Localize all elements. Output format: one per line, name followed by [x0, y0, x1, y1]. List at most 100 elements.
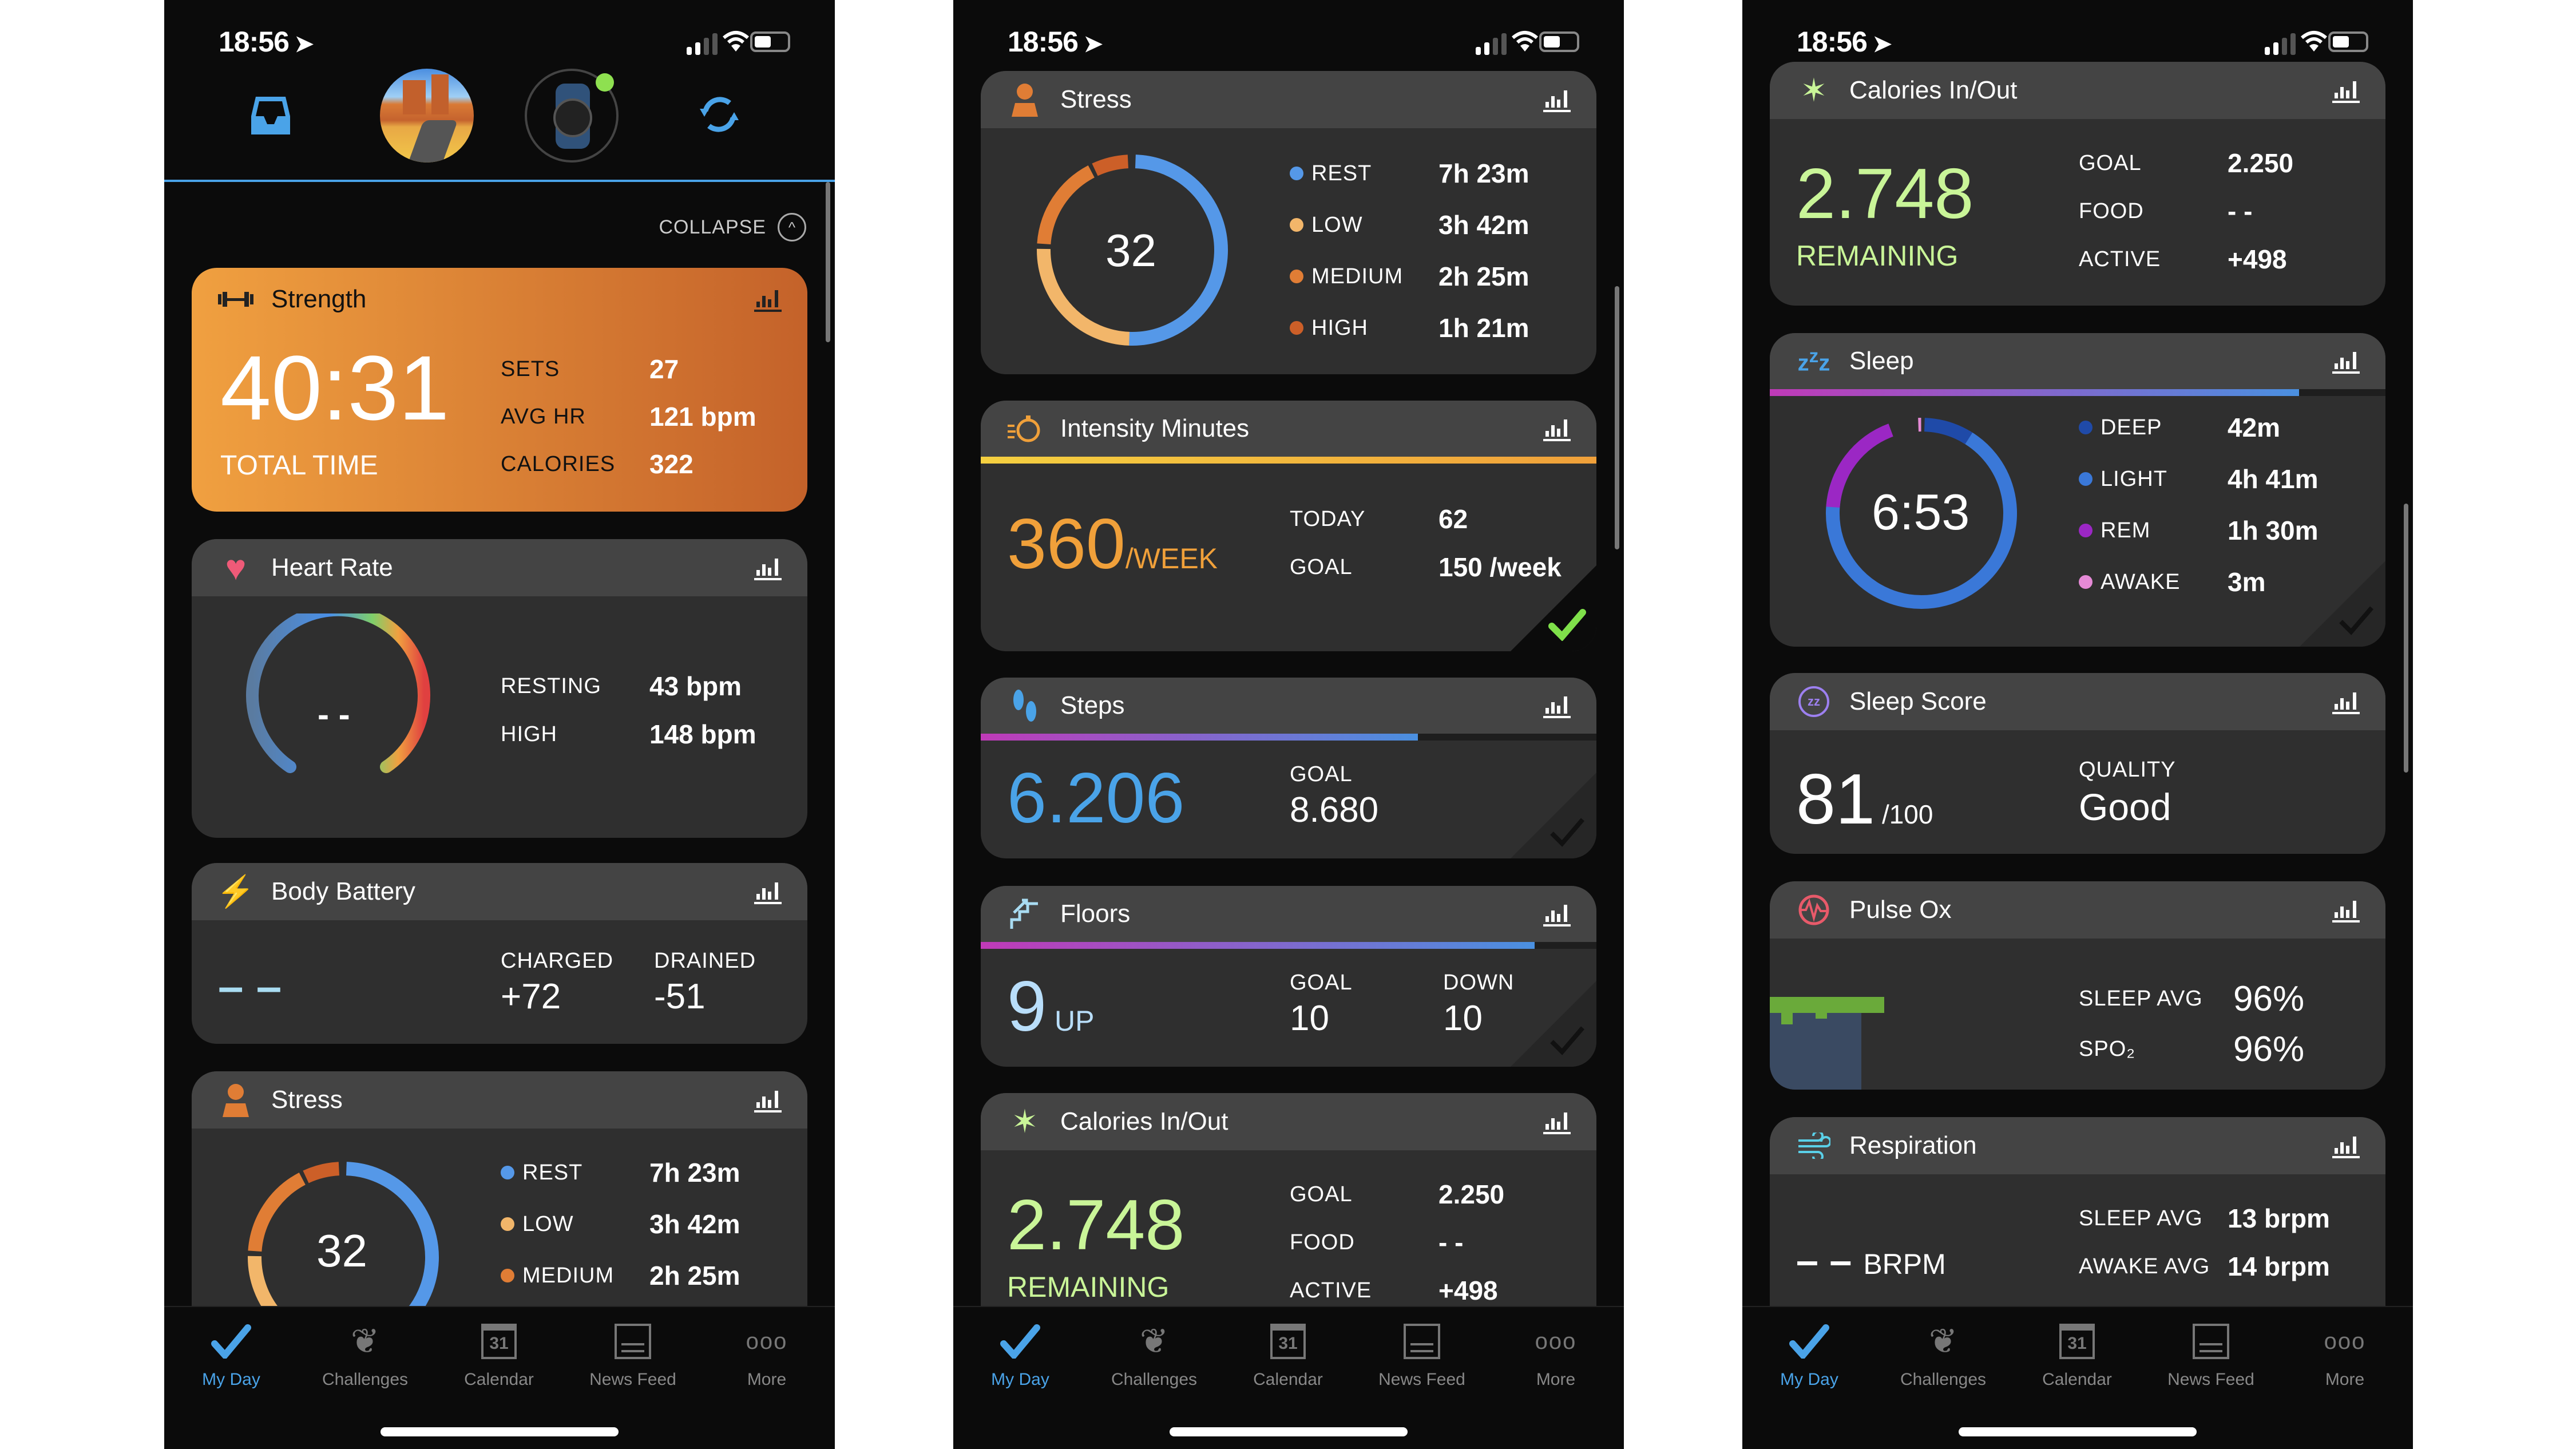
sleep-quality-value: Good	[2079, 786, 2171, 828]
home-indicator[interactable]	[1959, 1427, 2197, 1436]
total-time-label: TOTAL TIME	[220, 450, 378, 481]
calendar-icon: 31	[432, 1319, 566, 1364]
check-icon	[1742, 1319, 1876, 1364]
card-title: Strength	[271, 285, 367, 313]
sleep-total: 6:53	[1872, 484, 1970, 540]
card-title: Respiration	[1849, 1131, 1977, 1159]
chart-icon[interactable]	[2332, 897, 2360, 923]
tab-bar: My Day ❦ Challenges 31 Calendar News Feed …	[953, 1306, 1624, 1449]
pulse-ox-mini-chart	[1770, 997, 1884, 1090]
inbox-icon	[251, 97, 290, 134]
sleep-score-card[interactable]: zz Sleep Score 81 /100 QUALITY Good	[1770, 673, 2385, 854]
tab-calendar[interactable]: 31 Calendar	[2010, 1319, 2144, 1389]
floors-card[interactable]: Floors 9 UP GOAL 10 DOWN 10	[981, 886, 1596, 1067]
home-indicator[interactable]	[381, 1427, 619, 1436]
more-icon: ooo	[746, 1328, 788, 1354]
heart-rate-card[interactable]: ♥ Heart Rate - - RESTING 43 bpm HIGH 148 b…	[192, 539, 807, 838]
stress-card[interactable]: Stress 32 REST 7h 23m LOW 3h 42m MEDIUM 2h …	[981, 71, 1596, 374]
check-icon	[1548, 609, 1586, 641]
watch-device-button[interactable]	[525, 69, 619, 163]
tab-my-day[interactable]: My Day	[1742, 1319, 1876, 1389]
avatar[interactable]	[380, 69, 474, 163]
tab-more[interactable]: ooo More	[2278, 1319, 2412, 1389]
chart-icon[interactable]	[2332, 349, 2360, 374]
phone-screen-my-day-middle: 18:56 ➤ Stress 32 REST 7h 23m LOW 3h 42m ME…	[953, 0, 1624, 1449]
card-title: Intensity Minutes	[1060, 414, 1250, 442]
pulse-ox-icon	[1796, 892, 1832, 928]
tab-more[interactable]: ooo More	[700, 1319, 834, 1389]
zzz-icon: zzz	[1797, 346, 1830, 376]
chart-icon[interactable]	[1543, 901, 1571, 927]
chart-icon[interactable]	[754, 287, 782, 312]
calories-card[interactable]: ✶ Calories In/Out 2.748 REMAINING GOAL 2.…	[1770, 62, 2385, 306]
stress-score: 32	[1105, 225, 1156, 276]
status-bar: 18:56 ➤	[164, 0, 835, 86]
goal-pending-badge	[1511, 981, 1596, 1067]
strength-card[interactable]: Strength 40:31 TOTAL TIME SETS 27 AVG HR 1…	[192, 268, 807, 512]
stress-score: 32	[316, 1225, 367, 1276]
collapse-button[interactable]: COLLAPSE ^	[659, 213, 806, 242]
sync-icon	[700, 97, 739, 132]
newsfeed-icon	[566, 1319, 700, 1364]
chart-icon[interactable]	[754, 1087, 782, 1113]
tab-calendar[interactable]: 31 Calendar	[1221, 1319, 1355, 1389]
chart-icon[interactable]	[2332, 78, 2360, 103]
calories-remaining-value: 2.748	[1796, 155, 1974, 233]
intensity-progress-bar	[981, 457, 1596, 464]
chart-icon[interactable]	[1543, 416, 1571, 441]
chart-icon[interactable]	[2332, 1133, 2360, 1158]
stairs-icon	[1006, 896, 1043, 932]
status-bar: 18:56 ➤	[953, 0, 1624, 86]
intensity-minutes-card[interactable]: Intensity Minutes 360 /WEEK TODAY 62 GOAL…	[981, 401, 1596, 651]
phone-screen-my-day-bottom: 18:56 ➤ ✶ Calories In/Out 2.748 REMAINING…	[1742, 0, 2413, 1449]
newsfeed-icon	[2144, 1319, 2278, 1364]
inbox-button[interactable]	[248, 93, 294, 137]
more-icon: ooo	[2324, 1328, 2366, 1354]
sleep-card[interactable]: zzz Sleep 6:53 DEEP 42m LIGHT 4h 41m REM 1h…	[1770, 333, 2385, 647]
tab-calendar[interactable]: 31 Calendar	[432, 1319, 566, 1389]
chart-icon[interactable]	[754, 555, 782, 580]
chart-icon[interactable]	[1543, 87, 1571, 112]
tab-news-feed[interactable]: News Feed	[2144, 1319, 2278, 1389]
wifi-icon	[1512, 31, 1538, 52]
chart-icon[interactable]	[2332, 689, 2360, 714]
wifi-icon	[723, 31, 749, 52]
sleep-score-icon: zz	[1796, 683, 1832, 720]
current-heart-rate: - -	[318, 695, 350, 734]
tab-news-feed[interactable]: News Feed	[1355, 1319, 1489, 1389]
cellular-signal-icon	[2265, 33, 2296, 55]
calories-remaining-value: 2.748	[1007, 1186, 1185, 1265]
chart-icon[interactable]	[1543, 1109, 1571, 1134]
chart-icon[interactable]	[754, 879, 782, 904]
tab-news-feed[interactable]: News Feed	[566, 1319, 700, 1389]
home-indicator[interactable]	[1170, 1427, 1408, 1436]
tab-my-day[interactable]: My Day	[953, 1319, 1087, 1389]
steps-card[interactable]: Steps 6.206 GOAL 8.680	[981, 678, 1596, 858]
battery-icon	[750, 31, 790, 52]
tab-challenges[interactable]: ❦ Challenges	[1087, 1319, 1221, 1389]
cellular-signal-icon	[1476, 33, 1507, 55]
sync-button[interactable]	[696, 92, 742, 137]
floors-progress-bar	[981, 942, 1596, 949]
scrollbar[interactable]	[2404, 504, 2408, 773]
tab-more[interactable]: ooo More	[1489, 1319, 1623, 1389]
drained-value: -51	[654, 977, 706, 1016]
pulse-ox-card[interactable]: Pulse Ox SLEEP AVG 96% SPO₂ 96%	[1770, 881, 2385, 1090]
tab-my-day[interactable]: My Day	[164, 1319, 298, 1389]
floors-up-value: 9	[1007, 967, 1047, 1046]
respiration-card[interactable]: Respiration – – BRPM SLEEP AVG 13 brpm AW…	[1770, 1117, 2385, 1403]
sleep-score-value: 81	[1796, 760, 1875, 839]
tab-challenges[interactable]: ❦ Challenges	[298, 1319, 432, 1389]
wind-icon	[1796, 1127, 1832, 1164]
body-battery-card[interactable]: ⚡ Body Battery – – CHARGED +72 DRAINED -…	[192, 863, 807, 1044]
tab-challenges[interactable]: ❦ Challenges	[1876, 1319, 2010, 1389]
connected-status-dot	[596, 73, 614, 92]
goal-pending-badge	[1511, 773, 1596, 858]
chart-icon[interactable]	[1543, 693, 1571, 718]
heart-icon: ♥	[225, 548, 247, 588]
scrollbar[interactable]	[1615, 286, 1619, 549]
myfitnesspal-figure-icon: ✶	[1800, 72, 1828, 108]
location-arrow-icon: ➤	[294, 31, 314, 57]
laurel-icon: ❦	[1139, 1322, 1169, 1360]
scrollbar[interactable]	[826, 182, 830, 342]
